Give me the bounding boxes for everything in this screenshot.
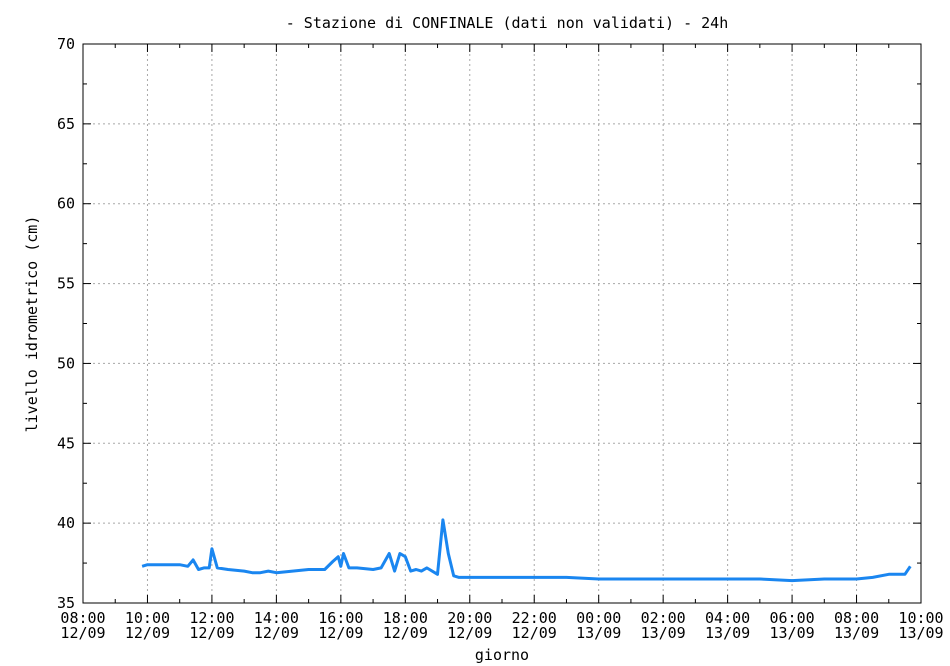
- series-line: [141, 518, 912, 583]
- x-tick-time-label: 10:00: [125, 609, 170, 627]
- x-tick-time-label: 18:00: [383, 609, 428, 627]
- plot-frame: [82, 43, 922, 604]
- x-tick-time-label: 22:00: [512, 609, 557, 627]
- x-tick-date-label: 12/09: [254, 624, 299, 642]
- x-tick-date-label: 13/09: [898, 624, 943, 642]
- x-tick-time-label: 08:00: [60, 609, 105, 627]
- x-tick-date-label: 12/09: [383, 624, 428, 642]
- y-tick-label: 55: [57, 275, 75, 293]
- x-tick-time-label: 02:00: [641, 609, 686, 627]
- x-tick-time-label: 08:00: [834, 609, 879, 627]
- x-tick-date-label: 12/09: [318, 624, 363, 642]
- y-tick-label: 45: [57, 434, 75, 452]
- x-tick-time-label: 10:00: [898, 609, 943, 627]
- x-tick-date-label: 13/09: [641, 624, 686, 642]
- x-tick-date-label: 12/09: [512, 624, 557, 642]
- axis-ticks: 354045505560657008:0012/0910:0012/0912:0…: [57, 35, 944, 642]
- x-tick-date-label: 12/09: [125, 624, 170, 642]
- grid: [83, 44, 921, 603]
- x-tick-time-label: 00:00: [576, 609, 621, 627]
- y-tick-label: 70: [57, 35, 75, 53]
- y-tick-label: 50: [57, 354, 75, 372]
- x-tick-date-label: 12/09: [189, 624, 234, 642]
- x-tick-time-label: 04:00: [705, 609, 750, 627]
- x-tick-date-label: 12/09: [60, 624, 105, 642]
- x-tick-time-label: 14:00: [254, 609, 299, 627]
- x-tick-date-label: 13/09: [576, 624, 621, 642]
- x-axis-label: giorno: [475, 646, 529, 664]
- y-tick-label: 65: [57, 115, 75, 133]
- y-axis-label: livello idrometrico (cm): [23, 216, 41, 433]
- y-tick-label: 35: [57, 594, 75, 612]
- x-tick-date-label: 12/09: [447, 624, 492, 642]
- x-tick-time-label: 12:00: [189, 609, 234, 627]
- x-tick-time-label: 16:00: [318, 609, 363, 627]
- x-tick-date-label: 13/09: [834, 624, 879, 642]
- x-tick-time-label: 06:00: [769, 609, 814, 627]
- series-layer: [141, 518, 912, 583]
- x-tick-date-label: 13/09: [705, 624, 750, 642]
- y-tick-label: 60: [57, 195, 75, 213]
- x-tick-time-label: 20:00: [447, 609, 492, 627]
- chart-title: - Stazione di CONFINALE (dati non valida…: [286, 14, 729, 32]
- x-tick-date-label: 13/09: [769, 624, 814, 642]
- y-tick-label: 40: [57, 514, 75, 532]
